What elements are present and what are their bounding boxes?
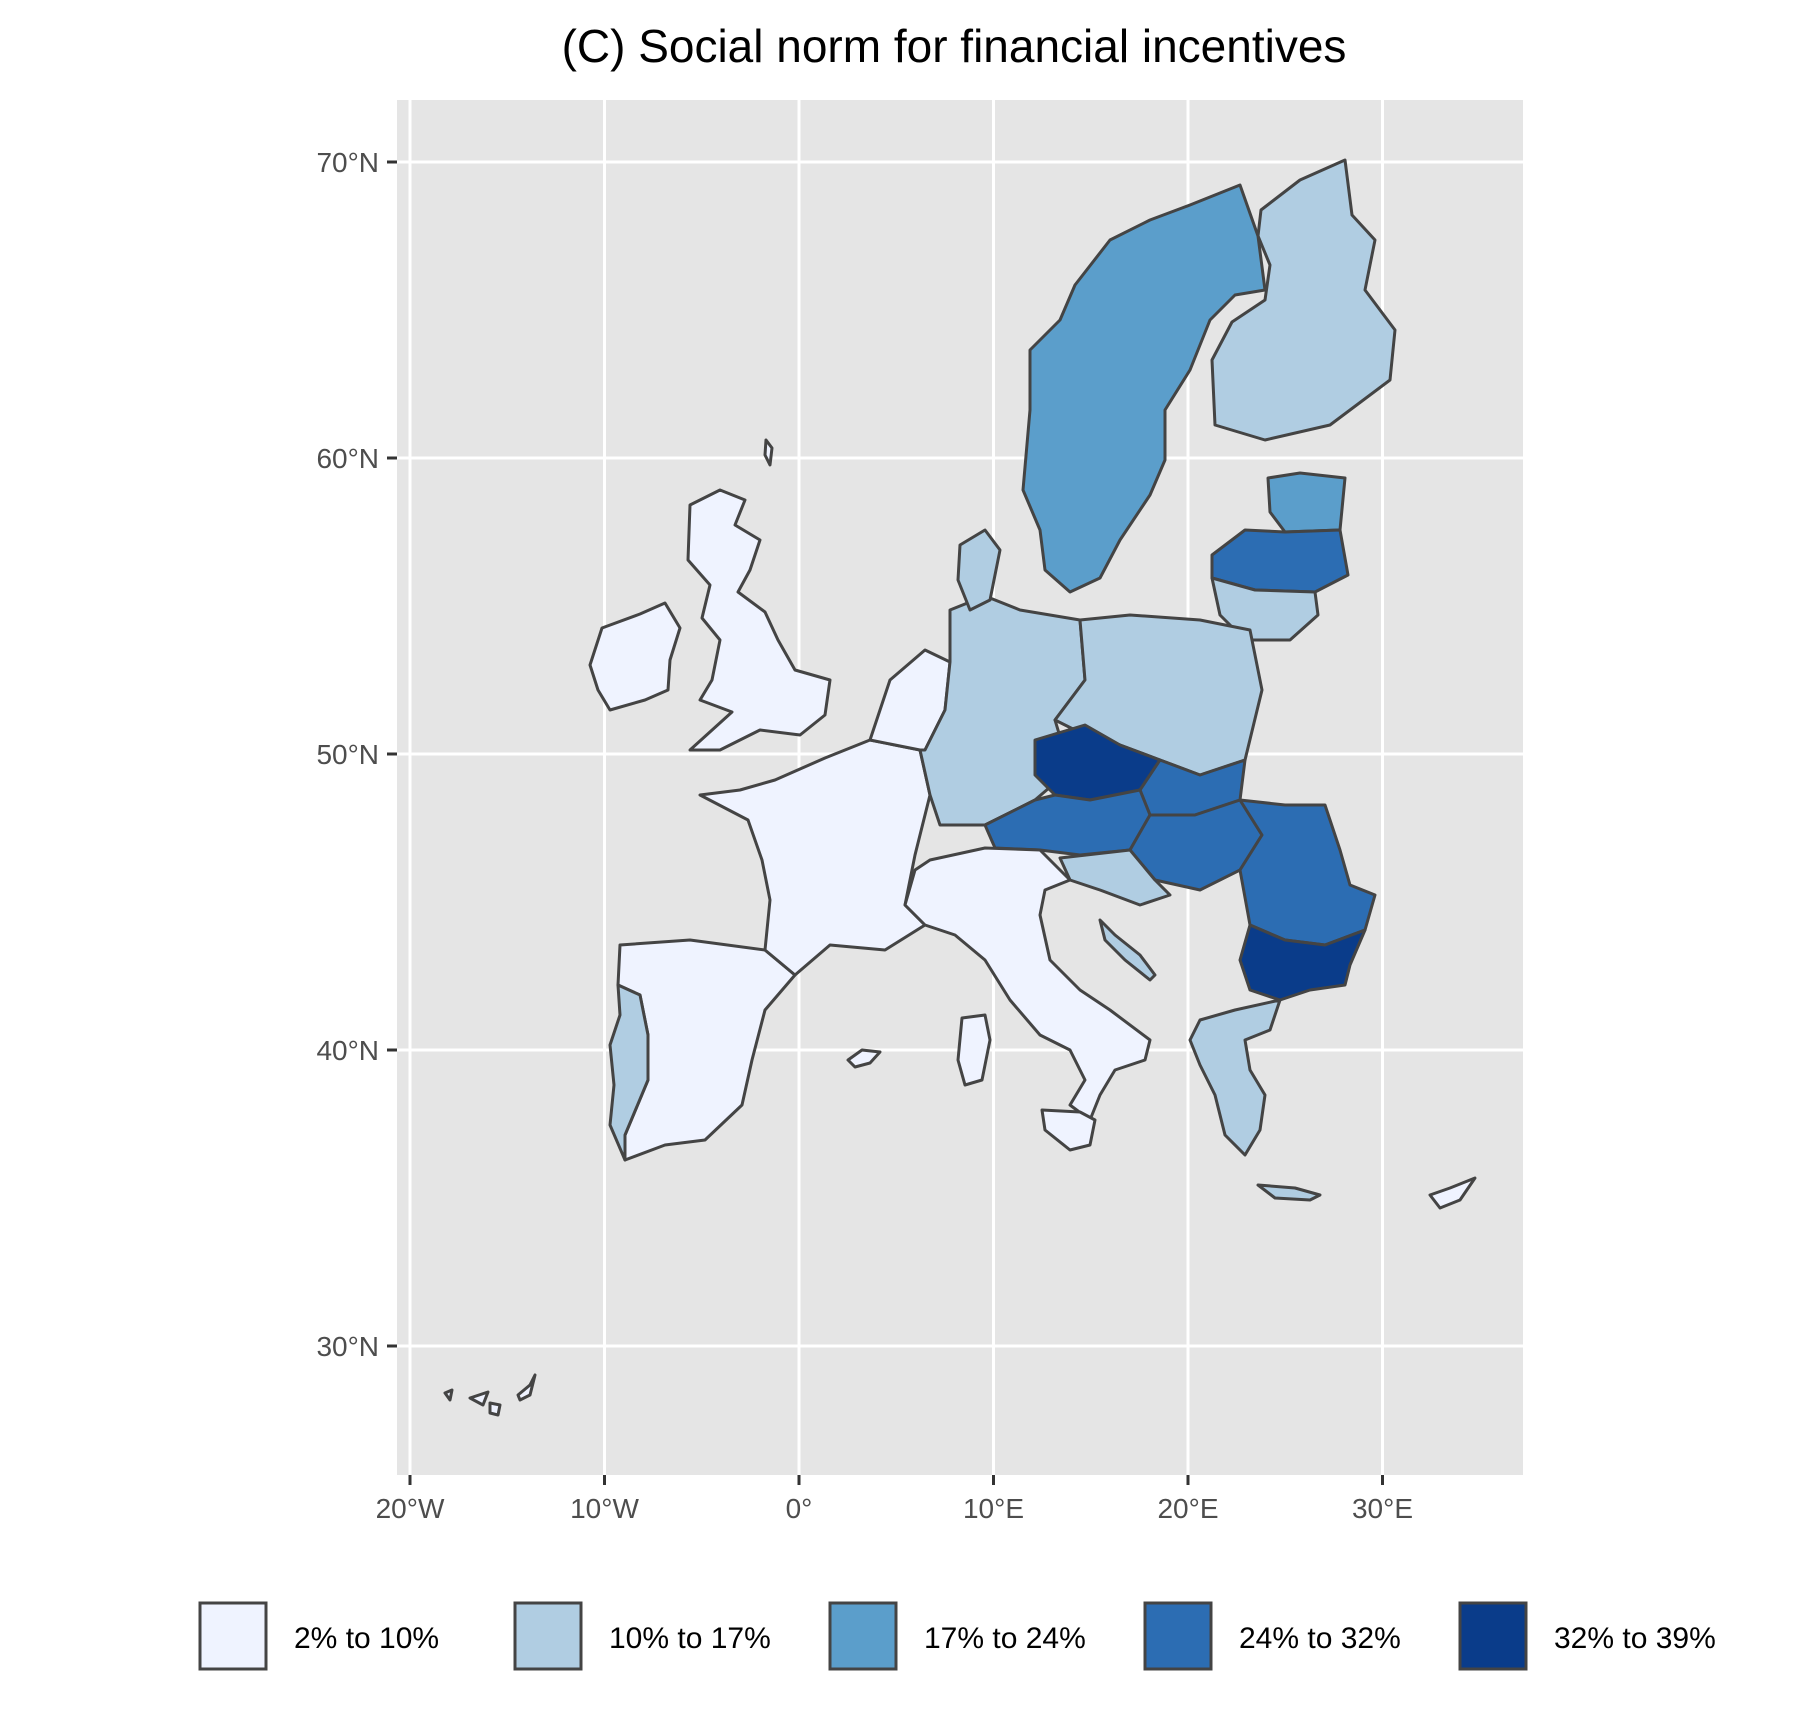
legend-swatch-3: [1143, 1601, 1213, 1671]
region-canaries-1: [468, 1390, 490, 1407]
region-sweden: [1021, 183, 1267, 594]
y-tick-label-1: 60°N: [316, 443, 379, 474]
region-sardinia: [956, 1013, 992, 1087]
region-sicily: [1040, 1108, 1097, 1152]
y-tick-label-3: 40°N: [316, 1035, 379, 1066]
x-tick-label-4: 20°E: [1157, 1493, 1218, 1524]
legend-label-2: 17% to 24%: [924, 1622, 1086, 1655]
legend-swatch-4: [1458, 1601, 1528, 1671]
legend-label-3: 24% to 32%: [1239, 1622, 1401, 1655]
x-tick-label-2: 0°: [786, 1493, 813, 1524]
region-estonia: [1266, 471, 1347, 534]
region-slovenia-croatia: [1058, 848, 1172, 907]
map-title: (C) Social norm for financial incentives: [562, 20, 1347, 72]
legend-label-0: 2% to 10%: [294, 1622, 439, 1655]
region-great-britain: [686, 488, 832, 752]
y-tick-label-2: 50°N: [316, 739, 379, 770]
region-lithuania: [1210, 576, 1320, 642]
legend: 2% to 10% 10% to 17% 17% to 24% 24% to 32% 3…: [198, 1601, 1716, 1671]
legend-label-1: 10% to 17%: [609, 1622, 771, 1655]
region-denmark: [956, 528, 1002, 612]
region-canaries-4: [443, 1388, 454, 1402]
x-axis: 20°W 10°W 0° 10°E 20°E 30°E: [376, 1475, 1413, 1524]
region-italy: [903, 846, 1152, 1122]
region-portugal: [608, 983, 650, 1162]
region-canaries-2: [488, 1401, 502, 1417]
x-tick-label-1: 10°W: [570, 1493, 639, 1524]
region-shetland: [763, 438, 774, 467]
legend-label-4: 32% to 39%: [1554, 1622, 1716, 1655]
region-ireland: [588, 601, 682, 712]
y-tick-label-0: 70°N: [316, 147, 379, 178]
region-cyprus: [1428, 1176, 1477, 1210]
region-greece: [1188, 998, 1282, 1157]
region-crete: [1256, 1183, 1322, 1202]
legend-swatch-0: [198, 1601, 268, 1671]
region-croatia-coast: [1098, 918, 1157, 982]
region-canaries-3: [516, 1373, 537, 1402]
x-tick-label-5: 30°E: [1352, 1493, 1413, 1524]
region-finland: [1210, 158, 1397, 442]
regions: [443, 158, 1477, 1417]
x-tick-label-0: 20°W: [376, 1493, 445, 1524]
y-tick-label-4: 30°N: [316, 1331, 379, 1362]
x-tick-label-3: 10°E: [963, 1493, 1024, 1524]
y-axis: 70°N 60°N 50°N 40°N 30°N: [316, 147, 397, 1362]
region-bulgaria: [1238, 923, 1367, 1002]
region-balearics: [846, 1048, 882, 1069]
legend-swatch-1: [513, 1601, 583, 1671]
legend-swatch-2: [828, 1601, 898, 1671]
